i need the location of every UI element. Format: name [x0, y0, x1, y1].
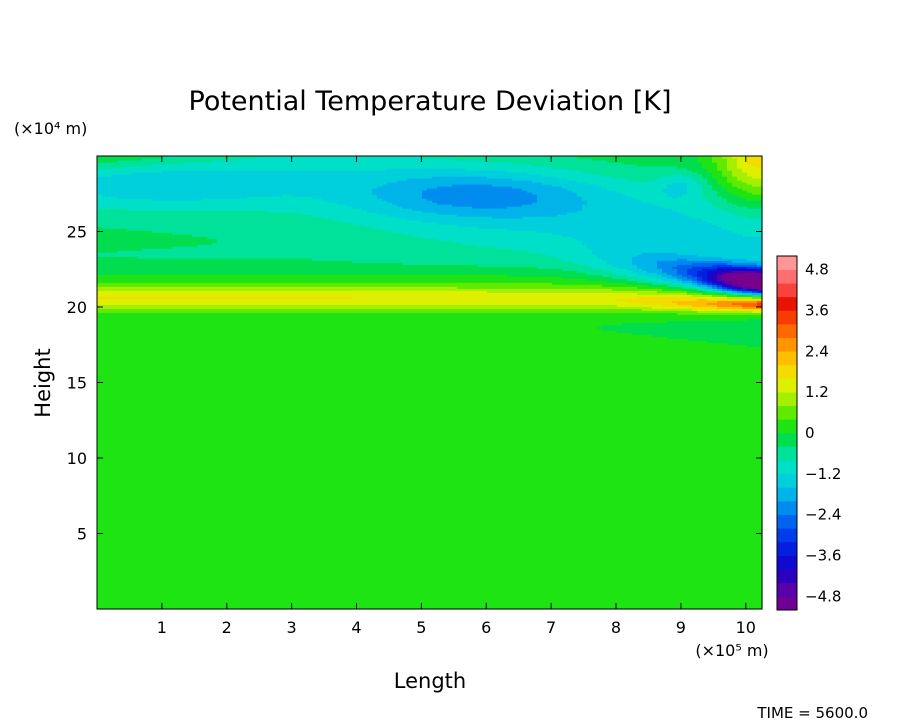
colorbar-swatch	[777, 337, 797, 352]
colorbar-swatch	[777, 256, 797, 270]
colorbar-swatch	[777, 283, 797, 298]
x-tick-label: 3	[287, 618, 297, 637]
x-axis-label: Length	[394, 669, 466, 693]
y-scale-label: (×10⁴ m)	[14, 119, 87, 138]
colorbar-swatch	[777, 569, 797, 584]
colorbar-swatch	[777, 405, 797, 420]
y-tick-label: 15	[67, 374, 87, 393]
colorbar-swatch	[777, 324, 797, 338]
colorbar-tick-label: 2.4	[805, 342, 829, 360]
y-tick-label: 25	[67, 223, 87, 242]
x-tick-label: 9	[676, 618, 686, 637]
x-scale-label: (×10⁵ m)	[695, 641, 768, 660]
x-tick-label: 10	[736, 618, 756, 637]
plot-area	[97, 156, 763, 610]
colorbar-tick-label: −4.8	[805, 587, 841, 605]
colorbar-swatch	[777, 351, 797, 366]
colorbar-tick-label: −1.2	[805, 465, 841, 483]
colorbar-swatch	[777, 419, 797, 434]
colorbar-swatch	[777, 269, 797, 284]
y-tick-label: 10	[67, 449, 87, 468]
colorbar-swatch	[777, 364, 797, 379]
colorbar-swatch	[777, 446, 797, 461]
colorbar-tick-label: −2.4	[805, 506, 841, 524]
colorbar-tick-label: 1.2	[805, 383, 829, 401]
colorbar-swatch	[777, 541, 797, 556]
y-axis: 5 10 15 20 25	[67, 223, 762, 544]
colorbar-swatch	[777, 378, 797, 393]
x-tick-label: 1	[157, 618, 167, 637]
colorbar-swatch	[777, 501, 797, 515]
chart-title: Potential Temperature Deviation [K]	[189, 86, 672, 117]
colorbar-swatch	[777, 296, 797, 311]
colorbar-tick-label: −3.6	[805, 547, 841, 565]
colorbar-tick-label: 4.8	[805, 261, 829, 279]
x-tick-label: 7	[546, 618, 556, 637]
colorbar-tick-label: 3.6	[805, 301, 829, 319]
x-axis: 1 2 3 4 5 6 7 8 9 10	[157, 156, 756, 637]
x-tick-label: 2	[222, 618, 232, 637]
time-label: TIME = 5600.0	[756, 704, 868, 722]
x-tick-label: 6	[481, 618, 491, 637]
x-tick-label: 5	[416, 618, 426, 637]
colorbar-swatch	[777, 310, 797, 325]
colorbar-frame	[776, 255, 798, 611]
colorbar-swatch	[777, 555, 797, 570]
colorbar-swatch	[777, 528, 797, 543]
colorbar-swatch	[777, 582, 797, 597]
y-tick-label: 20	[67, 298, 87, 317]
colorbar-swatch	[777, 596, 797, 611]
colorbar-swatch	[777, 514, 797, 529]
y-axis-label: Height	[31, 348, 55, 417]
colorbar-swatch	[777, 473, 797, 488]
colorbar-swatch	[777, 433, 797, 447]
y-tick-label: 5	[77, 525, 87, 544]
x-tick-label: 8	[611, 618, 621, 637]
colorbar-swatch	[777, 392, 797, 407]
colorbar: −4.8 −3.6 −2.4 −1.2 0 1.2 2.4 3.6 4.8	[776, 255, 841, 611]
colorbar-swatch	[777, 487, 797, 502]
x-tick-label: 4	[351, 618, 361, 637]
colorbar-swatch	[777, 460, 797, 475]
colorbar-tick-label: 0	[805, 424, 815, 442]
